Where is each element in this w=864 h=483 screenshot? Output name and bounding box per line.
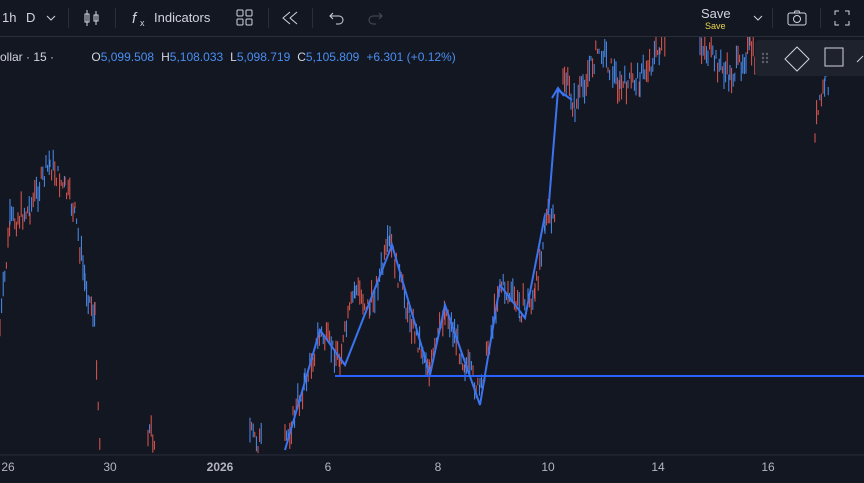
time-label: 30 bbox=[103, 460, 117, 474]
svg-text:x: x bbox=[140, 18, 145, 28]
time-label: 2026 bbox=[207, 460, 234, 474]
more-tool[interactable] bbox=[856, 55, 864, 63]
rect-tool[interactable] bbox=[824, 47, 844, 67]
divider bbox=[772, 8, 773, 28]
ohlc-value: 5,108.033 bbox=[169, 50, 224, 64]
svg-text:f: f bbox=[132, 10, 138, 27]
time-label: 10 bbox=[541, 460, 555, 474]
time-label: 6 bbox=[325, 460, 332, 474]
divider bbox=[820, 8, 821, 28]
replay-icon[interactable] bbox=[281, 10, 299, 26]
undo-icon[interactable] bbox=[328, 10, 346, 26]
time-label: 8 bbox=[435, 460, 442, 474]
templates-icon[interactable] bbox=[236, 9, 254, 27]
change: +6.301 (+0.12%) bbox=[366, 50, 456, 64]
dropdown-icon[interactable] bbox=[46, 13, 56, 23]
fullscreen-icon[interactable] bbox=[834, 10, 850, 26]
ohlc-label: C bbox=[297, 50, 306, 64]
interval-button[interactable]: D bbox=[26, 10, 36, 25]
path-tool[interactable] bbox=[784, 46, 810, 72]
divider bbox=[312, 8, 313, 28]
divider bbox=[115, 8, 116, 28]
ohlc-label: O bbox=[91, 50, 101, 64]
ohlc-value: 5,099.508 bbox=[100, 50, 155, 64]
interval-button[interactable]: 1h bbox=[2, 10, 17, 25]
time-label: 14 bbox=[651, 460, 665, 474]
divider bbox=[68, 8, 69, 28]
divider bbox=[268, 8, 269, 28]
chart-area: 26 30 2026 6 8 10 14 16 bbox=[0, 37, 864, 474]
arrow-head bbox=[551, 86, 565, 99]
drawing-toolbar bbox=[755, 40, 864, 76]
redo-icon[interactable] bbox=[366, 10, 384, 26]
save-button[interactable]: Save bbox=[701, 6, 731, 21]
trend-drawing bbox=[284, 214, 546, 451]
chart-type-icon[interactable] bbox=[82, 8, 102, 28]
ohlc-value: 5,105.809 bbox=[305, 50, 360, 64]
candles bbox=[0, 37, 831, 454]
ohlc-label: L bbox=[230, 50, 237, 64]
ohlc-label: H bbox=[161, 50, 170, 64]
time-label: 16 bbox=[761, 460, 775, 474]
arrow-drawing bbox=[547, 88, 573, 216]
indicators-button[interactable]: Indicators bbox=[154, 10, 211, 25]
dropdown-icon[interactable] bbox=[753, 13, 763, 23]
drawing-tools bbox=[761, 46, 864, 72]
ohlc-value: 5,098.719 bbox=[236, 50, 291, 64]
time-label: 26 bbox=[1, 460, 15, 474]
save-status: Save bbox=[705, 21, 726, 31]
legend: ollar · 15 · O5,099.508 H5,108.033 L5,098.… bbox=[0, 50, 456, 64]
snapshot-icon[interactable] bbox=[786, 8, 808, 28]
symbol: ollar · 15 · bbox=[0, 50, 55, 64]
